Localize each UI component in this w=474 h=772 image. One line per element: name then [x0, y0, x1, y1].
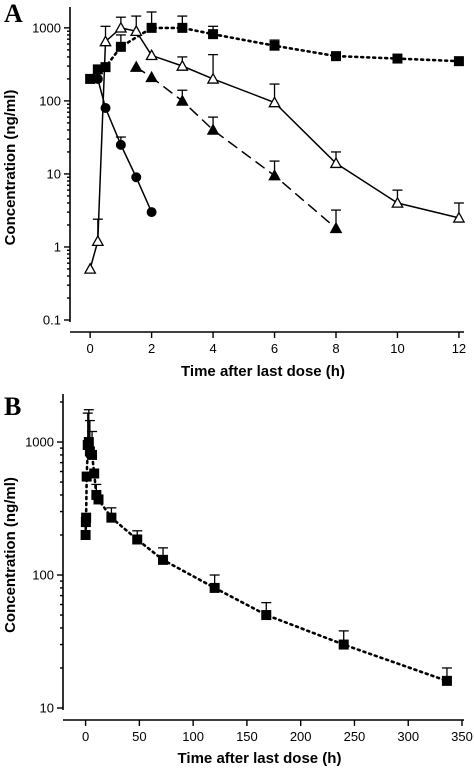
y-tick-label: 100 — [39, 93, 61, 108]
data-point — [131, 172, 142, 183]
data-point — [114, 21, 128, 33]
y-axis-title: Concentration (ng/ml) — [2, 477, 19, 633]
data-point — [176, 59, 189, 71]
data-point — [99, 34, 112, 47]
data-point — [391, 196, 404, 208]
data-point — [106, 512, 117, 523]
series-line — [89, 27, 460, 270]
y-tick-label: 1000 — [25, 435, 54, 450]
data-point — [89, 468, 100, 479]
data-point — [176, 94, 189, 106]
data-point — [145, 48, 158, 61]
x-tick-label: 6 — [271, 341, 278, 356]
y-axis-title: Concentration (ng/ml) — [2, 90, 19, 246]
data-point — [331, 51, 341, 62]
data-point — [145, 70, 158, 83]
y-tick-label: 1000 — [32, 20, 61, 35]
x-axis-title: Time after last dose (h) — [181, 363, 345, 380]
y-tick-label: 0.1 — [43, 313, 61, 328]
x-tick-label: 2 — [148, 341, 155, 356]
series-group — [92, 73, 157, 218]
data-point — [158, 554, 169, 565]
data-point — [177, 22, 188, 33]
data-point — [115, 41, 126, 52]
x-tick-label: 0 — [87, 341, 94, 356]
y-tick-label: 1 — [54, 239, 61, 254]
panel-letter: B — [4, 392, 21, 421]
data-point — [132, 534, 143, 545]
series-group — [83, 15, 466, 274]
data-point — [441, 675, 452, 686]
data-point — [392, 53, 403, 64]
x-tick-label: 10 — [390, 341, 404, 356]
x-tick-label: 200 — [290, 729, 312, 744]
data-point — [115, 139, 126, 150]
y-tick-label: 10 — [40, 701, 54, 716]
data-point — [329, 221, 343, 234]
data-point — [206, 123, 220, 135]
series-line — [84, 441, 449, 683]
data-point — [268, 169, 281, 181]
x-tick-label: 4 — [209, 341, 216, 356]
data-point — [338, 639, 349, 650]
x-tick-label: 12 — [452, 341, 466, 356]
data-point — [81, 512, 92, 523]
data-point — [129, 24, 143, 37]
x-tick-label: 0 — [82, 729, 89, 744]
data-point — [209, 582, 220, 593]
panel-b: B 10 100 1000 0 50 100 150 200 250 300 350 Time afte… — [2, 392, 473, 767]
x-tick-label: 250 — [344, 729, 366, 744]
data-point — [269, 40, 280, 51]
panel-a: A 0.1 1 10 100 1000 0 2 4 6 8 10 12 Time after last d… — [2, 0, 466, 380]
x-tick-label: 8 — [332, 341, 339, 356]
x-tick-label: 150 — [236, 729, 258, 744]
y-tick-label: 10 — [47, 166, 61, 181]
data-point — [83, 262, 97, 274]
x-tick-label: 350 — [451, 729, 473, 744]
data-point — [92, 73, 103, 84]
data-point — [268, 95, 281, 108]
data-point — [87, 449, 98, 460]
data-point — [80, 529, 91, 540]
data-point — [453, 56, 464, 67]
data-point — [129, 60, 143, 72]
series-group — [85, 11, 464, 84]
y-tick-label: 100 — [32, 568, 54, 583]
x-tick-label: 50 — [132, 729, 146, 744]
series-line — [88, 26, 461, 81]
series-group — [129, 60, 343, 234]
data-point — [93, 494, 104, 505]
panel-letter: A — [4, 0, 23, 28]
data-point — [100, 102, 111, 113]
x-axis-title: Time after last dose (h) — [178, 750, 342, 767]
series-line — [135, 66, 337, 230]
data-point — [146, 22, 157, 33]
series-group — [80, 409, 452, 686]
data-point — [452, 211, 466, 223]
data-point — [208, 29, 219, 40]
data-point — [206, 72, 220, 84]
data-point — [146, 207, 157, 218]
x-tick-label: 300 — [397, 729, 419, 744]
data-point — [100, 62, 111, 73]
data-point — [329, 156, 343, 169]
data-point — [261, 610, 272, 621]
data-point — [83, 437, 94, 448]
x-tick-label: 100 — [182, 729, 204, 744]
data-point — [91, 234, 105, 246]
